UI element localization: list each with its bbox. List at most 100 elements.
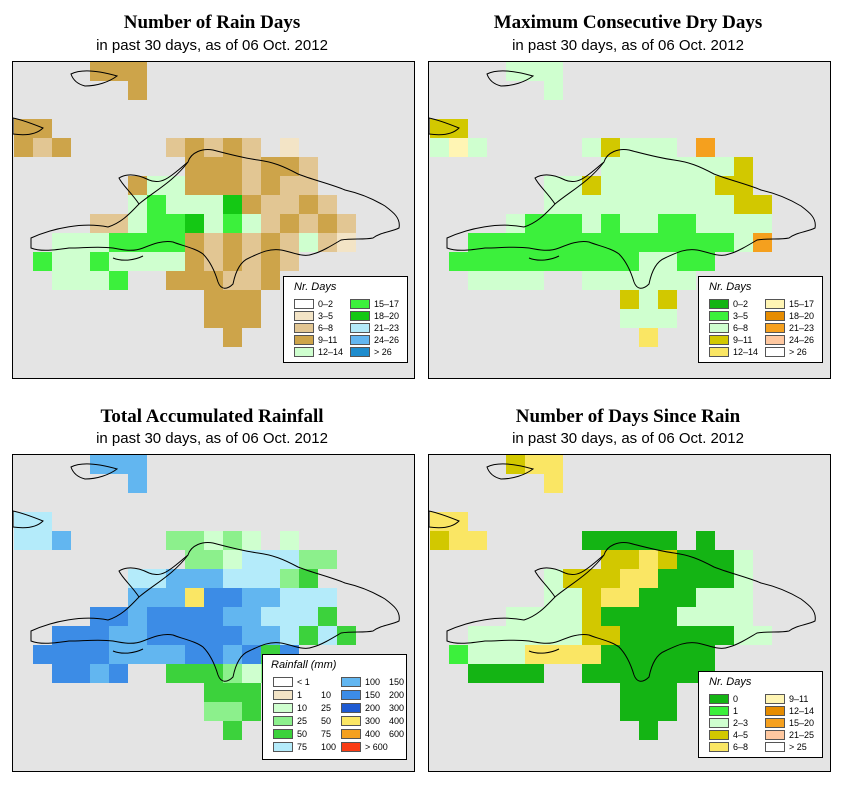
legend-swatch	[350, 335, 370, 345]
coastline	[429, 510, 460, 529]
grid-cell	[715, 550, 734, 569]
grid-cell	[658, 138, 677, 157]
legend-swatch	[765, 742, 785, 752]
grid-cell	[582, 531, 601, 550]
grid-cell	[696, 550, 715, 569]
grid-cell	[544, 588, 563, 607]
grid-cell	[734, 550, 753, 569]
subtitle-rain-days: in past 30 days, as of 06 Oct. 2012	[96, 37, 328, 54]
grid-cell	[487, 645, 506, 664]
grid-cell	[185, 176, 204, 195]
grid-cell	[639, 138, 658, 157]
grid-cell	[620, 252, 639, 271]
legend-swatch	[294, 311, 314, 321]
grid-cell	[506, 645, 525, 664]
grid-cell	[544, 455, 563, 474]
grid-cell	[223, 157, 242, 176]
grid-cell	[261, 233, 280, 252]
legend-label: 18–20	[789, 311, 815, 321]
grid-cell	[601, 214, 620, 233]
grid-cell	[71, 626, 90, 645]
grid-cell	[280, 531, 299, 550]
grid-cell	[223, 233, 242, 252]
grid-cell	[242, 214, 261, 233]
legend-label: 9–11	[733, 335, 753, 345]
grid-cell	[14, 119, 33, 138]
grid-cell	[620, 195, 639, 214]
grid-cell	[299, 214, 318, 233]
grid-cell	[658, 626, 677, 645]
grid-cell	[337, 626, 356, 645]
subtitle-dry-days: in past 30 days, as of 06 Oct. 2012	[512, 37, 744, 54]
grid-cell	[185, 569, 204, 588]
map-grid-rain-days	[13, 62, 400, 347]
grid-cell	[620, 702, 639, 721]
grid-cell	[696, 214, 715, 233]
grid-cell	[90, 664, 109, 683]
legend-swatch	[273, 742, 293, 752]
grid-cell	[487, 233, 506, 252]
grid-cell	[223, 702, 242, 721]
grid-cell	[280, 214, 299, 233]
grid-cell	[658, 607, 677, 626]
grid-cell	[753, 195, 772, 214]
grid-cell	[582, 176, 601, 195]
grid-cell	[658, 550, 677, 569]
legend-label: 0	[733, 694, 739, 704]
grid-cell	[242, 531, 261, 550]
grid-cell	[90, 626, 109, 645]
grid-cell	[620, 607, 639, 626]
grid-cell	[242, 607, 261, 626]
legend-title: Nr. Days	[709, 281, 752, 293]
coastline	[70, 463, 119, 480]
grid-cell	[337, 233, 356, 252]
grid-cell	[223, 683, 242, 702]
grid-cell	[487, 626, 506, 645]
grid-cell	[185, 607, 204, 626]
grid-cell	[506, 607, 525, 626]
grid-cell	[487, 664, 506, 683]
legend-label: 21–25	[789, 730, 815, 740]
grid-cell	[166, 271, 185, 290]
grid-cell	[318, 626, 337, 645]
grid-cell	[696, 138, 715, 157]
grid-cell	[261, 550, 280, 569]
grid-cell	[71, 664, 90, 683]
grid-cell	[658, 569, 677, 588]
grid-cell	[715, 626, 734, 645]
grid-cell	[620, 531, 639, 550]
grid-cell	[734, 157, 753, 176]
grid-cell	[204, 214, 223, 233]
legend-label-low: < 1	[297, 677, 310, 687]
grid-cell	[166, 569, 185, 588]
grid-cell	[582, 664, 601, 683]
grid-cell	[204, 550, 223, 569]
grid-cell	[185, 645, 204, 664]
grid-cell	[734, 214, 753, 233]
grid-cell	[525, 645, 544, 664]
grid-cell	[658, 290, 677, 309]
grid-cell	[525, 62, 544, 81]
grid-cell	[166, 664, 185, 683]
grid-cell	[677, 195, 696, 214]
grid-cell	[563, 588, 582, 607]
legend-swatch	[294, 299, 314, 309]
grid-cell	[487, 271, 506, 290]
grid-cell	[261, 588, 280, 607]
coastline	[486, 70, 535, 87]
grid-cell	[582, 214, 601, 233]
grid-cell	[525, 271, 544, 290]
grid-cell	[468, 252, 487, 271]
legend-swatch	[350, 323, 370, 333]
legend-label-low: 100	[365, 677, 381, 687]
legend-swatch	[273, 716, 293, 726]
legend-rainfall: Rainfall (mm) < 1 1 10 10 25 25 50 50 75 75 100 100…	[262, 654, 407, 760]
grid-cell	[204, 702, 223, 721]
grid-cell	[128, 569, 147, 588]
legend-swatch	[273, 690, 293, 700]
legend-swatch	[765, 718, 785, 728]
grid-cell	[601, 138, 620, 157]
map-grid-dry-days	[429, 62, 816, 347]
grid-cell	[658, 309, 677, 328]
grid-cell	[658, 214, 677, 233]
